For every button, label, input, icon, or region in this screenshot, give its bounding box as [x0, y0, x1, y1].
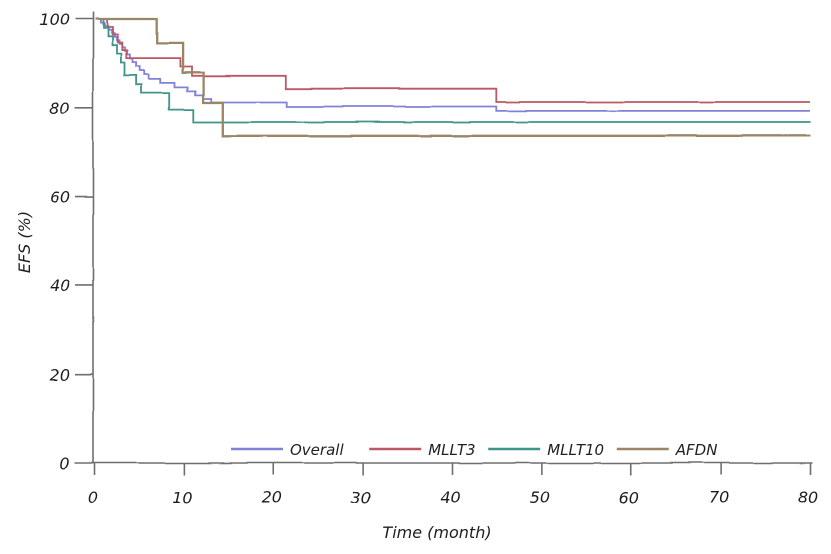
y-axis-title: EFS (%) — [15, 211, 34, 273]
legend-item-afdn: AFDN — [616, 441, 718, 459]
x-tick-label: 60 — [619, 488, 639, 507]
x-tick-label: 80 — [798, 488, 818, 507]
x-tick-label: 20 — [262, 488, 282, 507]
x-tick-label: 30 — [351, 488, 371, 507]
curve-afdn — [95, 17, 810, 137]
curve-mllt3 — [95, 18, 810, 103]
x-tick-label: 70 — [708, 488, 728, 507]
legend-item-overall: Overall — [231, 441, 344, 459]
x-tick-label: 0 — [88, 488, 98, 507]
y-tick-label: 80 — [50, 99, 70, 118]
x-tick-label: 10 — [172, 488, 192, 507]
y-tick-label: 100 — [39, 10, 70, 29]
curves — [95, 17, 810, 137]
x-tick-label: 40 — [440, 488, 460, 507]
y-tick-label: 40 — [50, 276, 70, 295]
y-tick-label: 60 — [50, 188, 70, 207]
legend: Overall MLLT3 MLLT10 AFDN — [231, 441, 717, 459]
y-tick-label: 20 — [50, 365, 70, 384]
legend-item-mllt10: MLLT10 — [488, 441, 604, 459]
y-tick-label: 0 — [60, 454, 70, 473]
legend-label-mllt3: MLLT3 — [428, 441, 475, 459]
curve-mllt10 — [95, 18, 810, 123]
x-axis-title: Time (month) — [382, 523, 491, 542]
legend-label-mllt10: MLLT10 — [547, 441, 604, 459]
x-tick-label: 50 — [530, 488, 550, 507]
legend-item-mllt3: MLLT3 — [369, 441, 476, 459]
legend-label-overall: Overall — [290, 441, 344, 459]
legend-label-afdn: AFDN — [675, 441, 718, 459]
axes: 0 20 40 60 80 100 0 10 20 30 40 50 60 70 80 — [39, 10, 818, 507]
